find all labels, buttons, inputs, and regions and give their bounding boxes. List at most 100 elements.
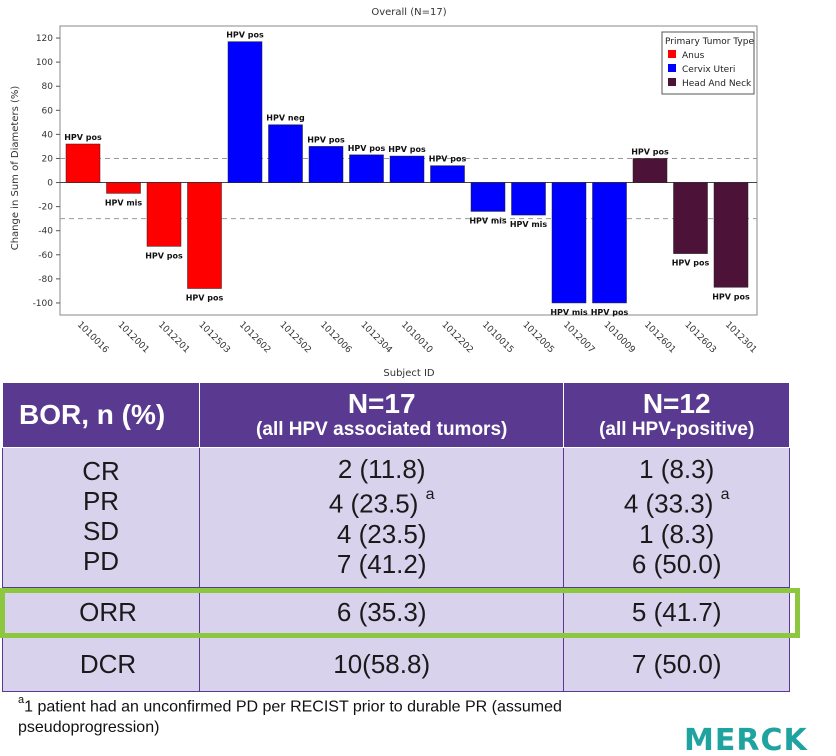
dcr-n12-value: 7 (50.0) [563,635,790,692]
hpv-label-1012502: HPV neg [266,114,305,123]
table-row-dcr: DCR 10(58.8) 7 (50.0) [2,635,790,692]
y-tick-label: -20 [38,203,53,213]
x-tick-label: 1010010 [399,320,435,356]
y-axis-label: Change in Sum of Diameters (%) [10,86,21,251]
x-tick-label: 1012603 [682,320,717,355]
y-tick-label: 0 [47,179,53,189]
row-label-pr: PR [82,486,120,517]
chart-title: Overall (N=17) [371,7,446,18]
col1-values: 2 (11.8) 4 (23.5) a 4 (23.5) 7 (41.2) [198,447,565,588]
x-tick-label: 1012601 [642,320,677,355]
pr-n17-footnote-marker: a [425,486,435,503]
header-col1-main: N=17 [347,388,416,419]
bar-1012603 [673,182,708,254]
dcr-n17-value: 10(58.8) [198,635,565,692]
x-tick-label: 1012202 [439,320,474,355]
bor-table: BOR, n (%) N=17 (all HPV associated tumo… [2,382,790,692]
cr-n12-value: 1 (8.3) [639,454,715,484]
x-tick-label: 1012301 [723,320,758,355]
header-col2-sub: (all HPV-positive) [599,419,755,440]
y-tick-label: 40 [42,130,54,140]
y-tick-label: 20 [42,154,54,164]
hpv-label-1012007: HPV mis [550,308,588,317]
hpv-label-1012005: HPV mis [510,220,548,229]
legend-swatch [668,50,676,58]
row-label-dcr: DCR [2,635,200,692]
hpv-label-1010009: HPV pos [591,308,629,317]
sd-n17-value: 4 (23.5) [336,518,427,549]
header-col1: N=17 (all HPV associated tumors) [198,382,565,448]
bar-1010010 [389,155,425,183]
hpv-label-1012301: HPV pos [712,292,750,301]
legend-entry: Anus [682,51,705,61]
x-tick-label: 1012005 [520,320,555,355]
pd-n17-value: 7 (41.2) [336,548,427,579]
x-tick-label: 1012007 [561,320,596,355]
pr-n12-cell: 4 (33.3) a [564,484,789,519]
bar-1010009 [592,182,627,304]
merck-logo: MERCK [684,723,808,754]
bar-1012202 [430,165,465,183]
bar-1012304 [349,154,384,183]
hpv-label-1012601: HPV pos [631,147,669,156]
x-tick-label: 1010009 [601,320,637,356]
x-tick-label: 1012602 [237,320,272,355]
row-label-orr: ORR [2,586,200,637]
header-col1-sub: (all HPV associated tumors) [256,419,508,440]
x-tick-label: 1012503 [196,320,231,355]
footnote-text: 1 patient had an unconfirmed PD per RECI… [18,698,562,737]
category-labels: CR PR SD PD [2,447,200,588]
row-label-cr: CR [82,456,120,487]
x-tick-label: 1012502 [277,320,312,355]
orr-n17-value: 6 (35.3) [198,586,565,637]
bar-1012201 [146,182,182,247]
header-col2: N=12 (all HPV-positive) [563,382,790,448]
legend-swatch [668,78,676,86]
y-tick-label: 80 [42,82,54,92]
y-tick-label: -80 [38,275,53,285]
table-row-orr: ORR 6 (35.3) 5 (41.7) [2,586,790,637]
legend-entry: Cervix Uteri [682,65,735,75]
pr-n12-footnote-marker: a [720,486,730,503]
y-tick-label: 60 [42,106,54,116]
hpv-label-1010010: HPV pos [388,145,426,154]
pr-n17-value: 4 (23.5) [328,488,419,519]
footnote-marker: a [18,694,25,706]
bar-1010016 [65,143,101,183]
cr-n17-value: 2 (11.8) [337,454,426,484]
hpv-label-1010015: HPV mis [469,216,507,225]
hpv-label-1010016: HPV pos [64,133,102,142]
hpv-label-1012201: HPV pos [145,251,183,260]
y-tick-label: -40 [38,227,53,237]
legend-entry: Head And Neck [682,79,752,89]
bar-1012006 [308,146,344,183]
bar-1012502 [268,124,303,183]
bar-1010015 [470,182,506,212]
chart-legend: Primary Tumor Type Anus Cervix Uteri Head A… [661,31,755,95]
bar-1012503 [187,182,222,289]
x-tick-label: 1012006 [318,320,354,356]
x-tick-label: 1012304 [358,320,394,356]
header-bor: BOR, n (%) [2,382,200,448]
hpv-label-1012006: HPV pos [307,135,345,144]
row-label-pd: PD [82,546,120,577]
footnote: a1 patient had an unconfirmed PD per REC… [18,692,658,738]
x-tick-label: 1010015 [480,320,515,355]
sd-n12-value: 1 (8.3) [639,518,715,549]
merck-logo-text: MERCK [684,723,808,754]
x-tick-label: 1010016 [75,320,111,356]
pr-n12-value: 4 (33.3) [623,488,714,519]
hpv-label-1012001: HPV mis [105,198,143,207]
legend-swatch [668,64,676,72]
x-axis-label: Subject ID [383,368,435,378]
x-tick-label: 1012001 [115,320,150,355]
y-tick-label: 120 [36,34,53,44]
x-tick-label: 1012201 [156,320,191,355]
y-tick-label: -60 [38,251,53,261]
hpv-label-1012602: HPV pos [226,31,264,40]
table-row-response-categories: CR PR SD PD 2 (11.8) 4 (23.5) a 4 (23.5)… [2,447,790,588]
hpv-label-1012202: HPV pos [429,155,467,164]
legend-title: Primary Tumor Type [665,37,754,47]
hpv-label-1012304: HPV pos [348,144,386,153]
